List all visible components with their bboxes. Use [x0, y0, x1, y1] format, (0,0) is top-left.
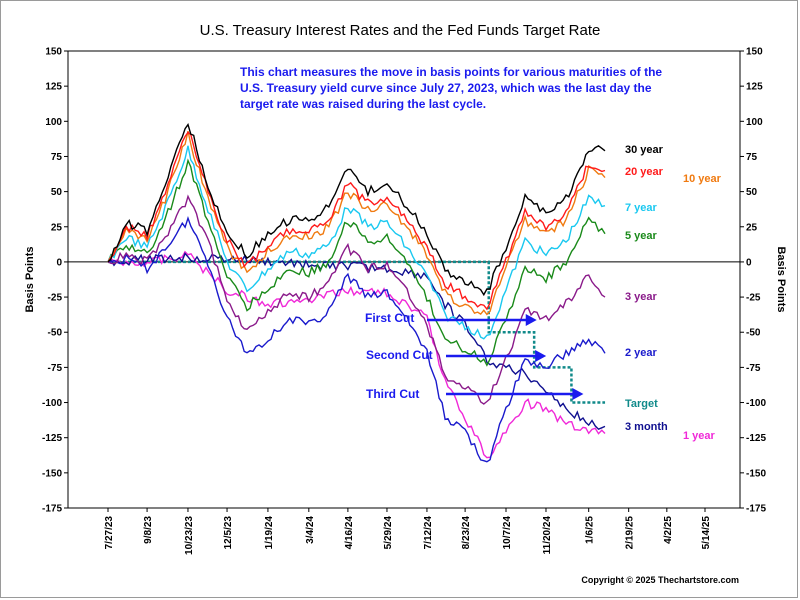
- cut-arrow-head: [525, 314, 537, 326]
- x-tick-label: 4/16/24: [344, 516, 355, 550]
- y-tick-label-right: -125: [746, 433, 766, 444]
- y-tick-label-right: -25: [746, 293, 761, 304]
- series-label-5-year: 5 year: [625, 230, 658, 242]
- x-tick-label: 7/27/23: [104, 516, 115, 550]
- y-tick-label-left: -175: [42, 504, 62, 515]
- x-tick-label: 1/6/25: [585, 516, 596, 544]
- chart-title: U.S. Treasury Interest Rates and the Fed…: [200, 22, 601, 39]
- series-label-30-year: 30 year: [625, 144, 664, 156]
- y-tick-label-right: 0: [746, 257, 752, 268]
- y-tick-label-left: -100: [42, 398, 62, 409]
- series-label-target: Target: [625, 398, 658, 410]
- series-line-target: [108, 260, 606, 404]
- y-tick-label-right: 75: [746, 152, 758, 163]
- series-label-20-year: 20 year: [625, 166, 664, 178]
- x-tick-label: 10/23/23: [184, 516, 195, 555]
- plot-area: [67, 50, 741, 509]
- series-line-3-year: [107, 194, 606, 405]
- y-tick-label-left: 100: [45, 117, 62, 128]
- cut-label: Second Cut: [366, 348, 433, 362]
- y-tick-label-right: -50: [746, 328, 761, 339]
- y-tick-label-left: 50: [51, 187, 63, 198]
- y-tick-label-right: -100: [746, 398, 766, 409]
- series-lines: [107, 123, 606, 463]
- cut-arrow-head: [535, 350, 547, 362]
- series-line-3-month: [107, 252, 606, 431]
- series-label-10-year: 10 year: [683, 173, 722, 185]
- y-tick-label-left: 125: [45, 82, 62, 93]
- cut-label: First Cut: [365, 311, 414, 325]
- x-tick-label: 3/4/24: [305, 516, 316, 544]
- y-tick-label-right: 50: [746, 187, 758, 198]
- y-tick-label-left: 75: [51, 152, 63, 163]
- series-line-2-year: [107, 216, 606, 463]
- cut-markers: First Cut Second Cut Third Cut: [365, 311, 584, 401]
- x-tick-label: 11/20/24: [542, 516, 553, 555]
- annotation-line: U.S. Treasury yield curve since July 27,…: [240, 81, 652, 95]
- y-axis-title-right: Basis Points: [775, 246, 787, 312]
- y-tick-label-right: 100: [746, 117, 763, 128]
- y-tick-label-left: -75: [48, 363, 63, 374]
- y-tick-label-left: 150: [45, 47, 62, 58]
- annotation-line: This chart measures the move in basis po…: [240, 65, 662, 79]
- series-line-10-year: [107, 130, 606, 316]
- cut-arrow-head: [572, 388, 584, 400]
- x-tick-label: 2/19/25: [625, 516, 636, 550]
- x-tick-label: 12/5/23: [223, 516, 234, 550]
- series-label-7-year: 7 year: [625, 202, 658, 214]
- x-tick-label: 9/8/23: [143, 516, 154, 544]
- y-tick-label-left: -150: [42, 468, 62, 479]
- annotation: This chart measures the move in basis po…: [240, 65, 662, 111]
- copyright: Copyright © 2025 Thechartstore.com: [581, 575, 739, 585]
- annotation-line: target rate was raised during the last c…: [240, 97, 486, 111]
- y-tick-label-right: 125: [746, 82, 763, 93]
- x-tick-label: 1/19/24: [264, 516, 275, 550]
- x-tick-label: 8/23/24: [461, 516, 472, 550]
- x-tick-label: 4/2/25: [663, 516, 674, 544]
- series-label-1-year: 1 year: [683, 430, 716, 442]
- y-tick-label-left: -50: [48, 328, 63, 339]
- y-tick-label-left: -125: [42, 433, 62, 444]
- y-tick-label-left: 25: [51, 222, 63, 233]
- axis-ticks: 150 150 125 125 100 100 75 75 50 50 25 25 0 0 -25 -25 -5…: [42, 47, 766, 555]
- series-label-3-year: 3 year: [625, 291, 658, 303]
- y-axis-title-left: Basis Points: [24, 246, 36, 312]
- series-line-5-year: [107, 158, 606, 367]
- series-label-2-year: 2 year: [625, 347, 658, 359]
- y-tick-label-right: -75: [746, 363, 761, 374]
- y-tick-label-right: -175: [746, 504, 766, 515]
- cut-label: Third Cut: [366, 387, 419, 401]
- y-tick-label-left: 0: [56, 257, 62, 268]
- x-tick-label: 5/14/25: [701, 516, 712, 550]
- series-line-1-year: [107, 250, 606, 459]
- y-tick-label-right: 25: [746, 222, 758, 233]
- x-tick-label: 5/29/24: [383, 516, 394, 550]
- x-tick-label: 7/12/24: [423, 516, 434, 550]
- series-labels: 30 year 20 year 10 year 7 year 5 year 3 year 2…: [625, 144, 722, 442]
- y-tick-label-right: -150: [746, 468, 766, 479]
- y-tick-label-right: 150: [746, 47, 763, 58]
- series-line-20-year: [107, 131, 606, 311]
- x-tick-label: 10/7/24: [502, 516, 513, 550]
- series-label-3-month: 3 month: [625, 421, 668, 433]
- series-line-30-year: [107, 123, 606, 297]
- series-line-7-year: [107, 145, 606, 340]
- y-tick-label-left: -25: [48, 293, 63, 304]
